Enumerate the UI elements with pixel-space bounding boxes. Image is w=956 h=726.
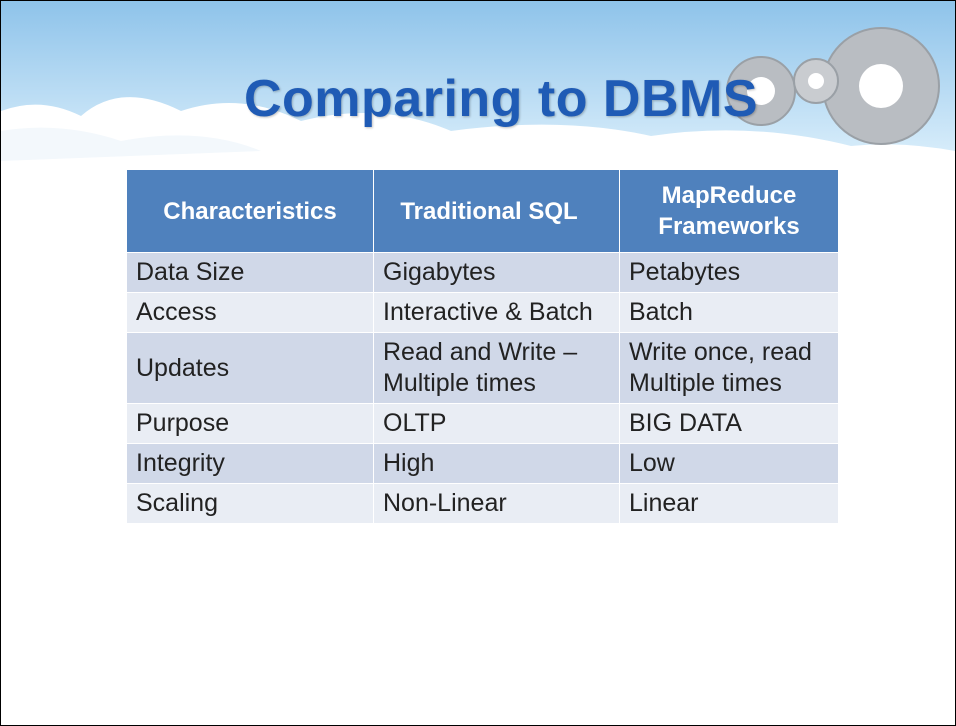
table-cell: High [373,443,620,484]
table-row: Access Interactive & Batch Batch [126,292,839,333]
table-cell: Low [619,443,839,484]
table-cell: OLTP [373,403,620,444]
table-cell: Data Size [126,252,374,293]
cell-text: Interactive & Batch [383,298,593,326]
table-cell: Read and Write – Multiple times [373,332,620,404]
table-cell: Linear [619,483,839,524]
table-cell: Interactive & Batch [373,292,620,333]
cell-text: Purpose [136,409,230,437]
table-cell: Updates [126,332,374,404]
table-row: Updates Read and Write – Multiple times Wr… [126,332,839,404]
cell-text: OLTP [383,409,447,437]
cell-text: BIG DATA [629,409,742,437]
cell-text: MapReduce Frameworks [658,182,800,240]
cell-text: High [383,449,435,477]
cell-text: Gigabytes [383,258,496,286]
table-row: Data Size Gigabytes Petabytes [126,252,839,293]
cell-text: Read and Write – Multiple times [383,338,578,397]
cell-text: Write once, read Multiple times [629,338,812,397]
table-cell: Integrity [126,443,374,484]
cell-text: Batch [629,298,693,326]
cell-text: Petabytes [629,258,741,286]
header-cell: MapReduce Frameworks [619,169,839,253]
cell-text: Characteristics [163,197,337,225]
cell-text: Traditional SQL [400,197,578,225]
header-cell: Characteristics [126,169,374,253]
cell-text: Scaling [136,489,218,517]
table-cell: Batch [619,292,839,333]
table-cell: Write once, read Multiple times [619,332,839,404]
cell-text: Updates [136,353,230,382]
table-cell: Gigabytes [373,252,620,293]
table-row: Purpose OLTP BIG DATA [126,403,839,444]
cell-text: Low [629,449,675,477]
table-cell: Purpose [126,403,374,444]
table-row: Scaling Non-Linear Linear [126,483,839,524]
cell-text: Access [136,298,217,326]
table-cell: Petabytes [619,252,839,293]
table-cell: Scaling [126,483,374,524]
header-row: Characteristics Traditional SQL MapReduce … [126,169,839,253]
table-cell: BIG DATA [619,403,839,444]
table-row: Integrity High Low [126,443,839,484]
slide-title: Comparing to DBMS [243,70,759,128]
comparison-table: Characteristics Traditional SQL MapReduce … [126,169,839,524]
cell-text: Integrity [136,449,225,477]
cell-text: Linear [629,489,699,517]
cell-text: Non-Linear [383,489,507,517]
table-cell: Access [126,292,374,333]
cell-text: Data Size [136,258,245,286]
header-cell: Traditional SQL [373,169,620,253]
table-cell: Non-Linear [373,483,620,524]
